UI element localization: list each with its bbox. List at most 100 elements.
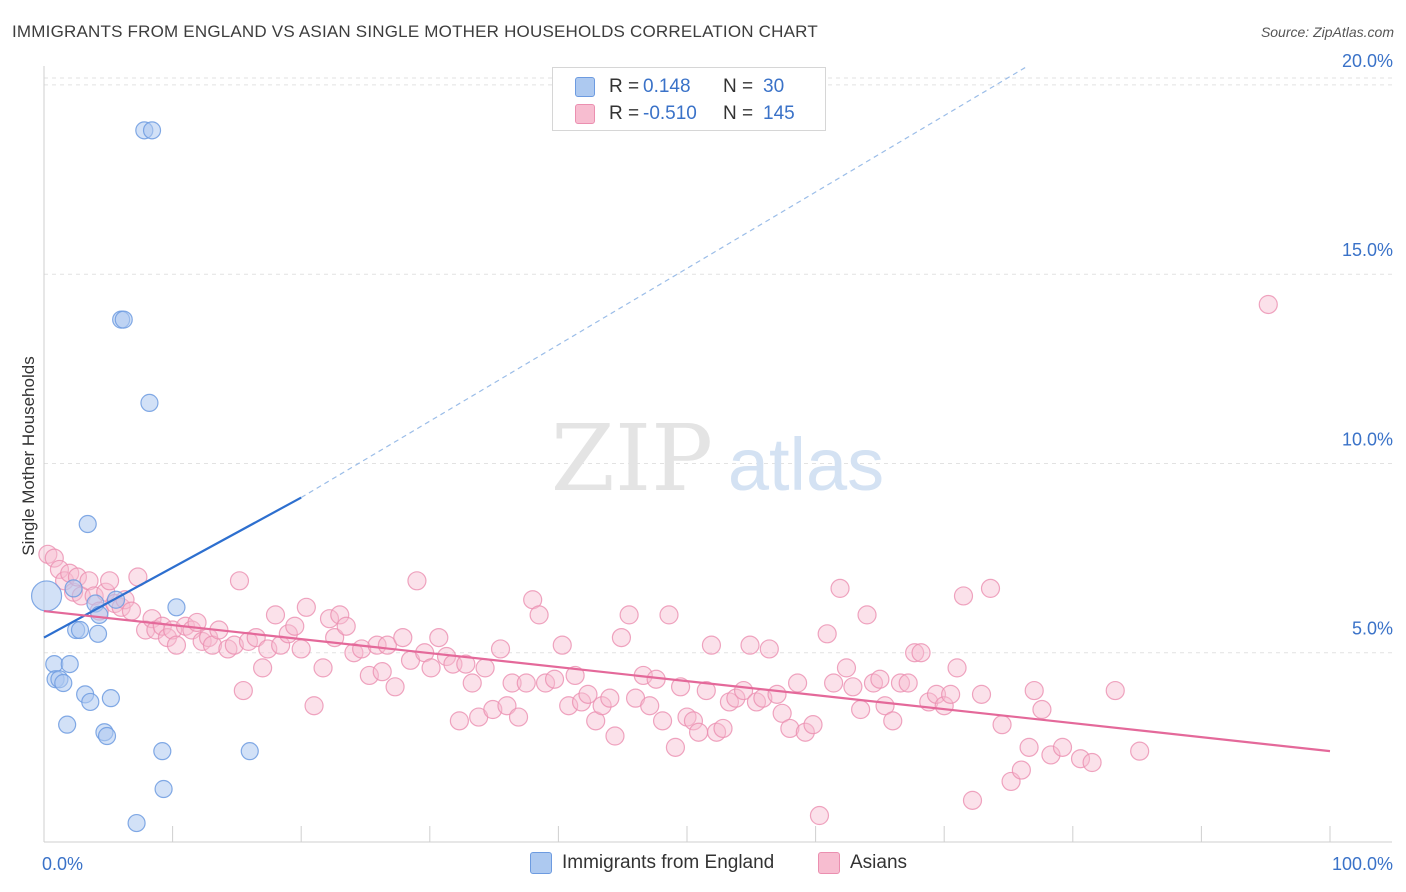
- asians-point: [229, 571, 250, 591]
- asians-point: [1105, 680, 1125, 701]
- trendlines: [43, 65, 1331, 753]
- asians-point: [258, 639, 278, 659]
- asians-point: [233, 680, 253, 701]
- asians-point: [490, 639, 511, 659]
- r-value-asians: -0.510: [643, 103, 697, 124]
- asians-point: [971, 684, 992, 704]
- asians-point: [1019, 737, 1039, 757]
- asians-point: [99, 571, 120, 591]
- asians-point: [429, 627, 449, 648]
- asians-point: [619, 605, 639, 625]
- asians-point: [304, 696, 324, 716]
- asians-point: [385, 677, 405, 697]
- correlation-legend: R = 0.148 N = 30 R = -0.510 N = 145: [552, 67, 826, 131]
- chart-title: IMMIGRANTS FROM ENGLAND VS ASIAN SINGLE …: [12, 22, 818, 41]
- asians-point: [670, 677, 691, 697]
- asians-point: [1032, 699, 1052, 720]
- asians-point: [740, 635, 760, 655]
- england-point: [142, 121, 162, 140]
- asians-point: [592, 696, 612, 716]
- n-value-england: 30: [763, 76, 785, 97]
- source-label: Source: ZipAtlas.com: [1260, 24, 1394, 40]
- asians-point: [285, 616, 305, 636]
- asians-point: [407, 571, 427, 591]
- asians-point: [49, 559, 70, 580]
- y-axis-label: Single Mother Households: [19, 356, 38, 555]
- asians-point: [962, 790, 983, 810]
- asians-point: [809, 805, 830, 826]
- england-point: [58, 715, 77, 734]
- england-point: [140, 393, 159, 412]
- asians-point: [313, 658, 333, 678]
- asians-point: [372, 662, 392, 682]
- watermark-atlas: atlas: [728, 423, 884, 506]
- n-label: N =: [723, 103, 754, 124]
- asians-point: [926, 684, 947, 704]
- axes: [43, 66, 1392, 843]
- asians-point: [319, 609, 340, 629]
- asians-point: [605, 726, 625, 746]
- england-point: [114, 310, 133, 329]
- england-point: [106, 590, 126, 609]
- asians-point: [824, 673, 844, 693]
- asians-point: [253, 658, 273, 678]
- asians-point: [1024, 680, 1044, 701]
- asians-point: [571, 692, 592, 712]
- asians-point: [393, 627, 413, 648]
- asians-points: [38, 294, 1278, 826]
- asians-point: [456, 654, 476, 674]
- asians-point: [121, 601, 142, 621]
- england-point: [97, 726, 117, 746]
- england-point: [70, 620, 90, 640]
- r-label: R =: [609, 76, 640, 97]
- asians-point: [787, 673, 808, 693]
- asians-point: [830, 578, 850, 598]
- england-point: [60, 654, 79, 674]
- asians-point: [559, 696, 579, 716]
- asians-point: [683, 711, 704, 731]
- y-tick-label: 10.0%: [1342, 429, 1393, 449]
- asians-point: [905, 643, 925, 663]
- asians-point: [780, 718, 800, 739]
- asians-point: [803, 715, 823, 735]
- asians-point: [497, 696, 517, 716]
- asians-point: [890, 673, 911, 693]
- n-value-asians: 145: [763, 103, 795, 124]
- x-tick-label-max: 100.0%: [1332, 854, 1393, 874]
- asians-point: [659, 605, 679, 625]
- asians-point: [152, 616, 172, 636]
- asians-point: [296, 597, 316, 617]
- england-point: [54, 673, 73, 693]
- asians-legend-swatch: [818, 852, 840, 874]
- legend-row-asians: R = -0.510 N = 145: [575, 101, 795, 127]
- r-label: R =: [609, 103, 640, 124]
- asians-point: [980, 578, 1001, 598]
- england-point: [240, 742, 259, 761]
- asians-point: [767, 684, 787, 704]
- asians-point: [696, 680, 716, 701]
- asians-point: [843, 677, 863, 697]
- y-tick-label: 20.0%: [1342, 51, 1393, 71]
- asians-point: [713, 718, 733, 739]
- legend-item-asians: Asians: [818, 852, 907, 874]
- asians-point: [795, 722, 815, 742]
- england-point: [78, 514, 97, 534]
- asians-point: [665, 737, 686, 757]
- grid: [44, 77, 1392, 654]
- england-point: [127, 813, 146, 833]
- asians-point: [1082, 752, 1102, 773]
- asians-point: [79, 571, 99, 591]
- legend-item-england: Immigrants from England: [530, 852, 774, 874]
- asians-point: [870, 669, 890, 689]
- asians-point: [701, 635, 722, 655]
- r-value-england: 0.148: [643, 76, 691, 97]
- y-tick-label: 15.0%: [1342, 240, 1393, 260]
- asians-point: [911, 643, 931, 663]
- asians-point: [544, 669, 565, 689]
- england-point: [81, 692, 100, 712]
- asians-point: [992, 715, 1012, 735]
- asians-trendline: [43, 609, 1331, 753]
- asians-point: [44, 548, 64, 568]
- asians-point: [508, 707, 529, 727]
- asians-point: [898, 673, 918, 693]
